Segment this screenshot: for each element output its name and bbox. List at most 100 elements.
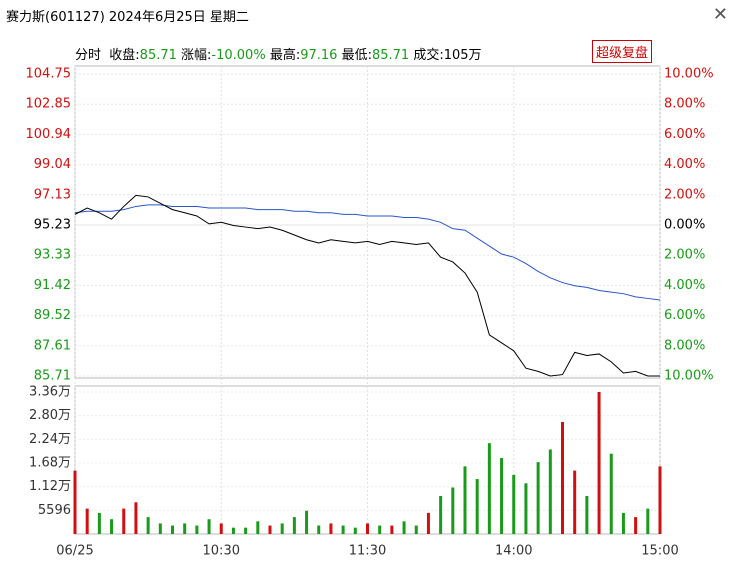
volume-bar xyxy=(597,392,601,534)
volume-bar xyxy=(353,527,357,534)
y-tick-label: 1.68万 xyxy=(29,456,71,471)
volume-bar xyxy=(366,523,369,534)
volume-bar xyxy=(134,502,138,534)
y-tick-label: 85.71 xyxy=(34,369,71,384)
volume-bar xyxy=(256,521,260,534)
y-tick-label: 102.85 xyxy=(26,97,72,112)
y2-tick-label: 2.00% xyxy=(664,187,705,202)
price-frame xyxy=(74,65,661,379)
info-bar: 分时 收盘:85.71 涨幅:-10.00% 最高:97.16 最低:85.71… xyxy=(75,44,482,63)
volume-bar xyxy=(585,495,589,534)
y-tick-label: 91.42 xyxy=(34,278,71,293)
volume-bar xyxy=(97,512,101,534)
volume-bar xyxy=(609,453,613,534)
volume-bar xyxy=(548,449,552,534)
x-tick-label: 14:00 xyxy=(495,544,532,559)
y2-tick-label: 6.00% xyxy=(664,127,705,142)
y-tick-label: 95.23 xyxy=(34,218,71,233)
volume-bar xyxy=(475,479,479,534)
y-tick-label: 93.33 xyxy=(34,248,71,263)
volume-bar xyxy=(280,523,284,534)
volume-bar xyxy=(573,470,577,534)
volume-bar xyxy=(658,466,662,534)
volume-bar xyxy=(244,527,248,534)
info-label: 成交: xyxy=(413,48,444,63)
y2-tick-label: 2.00% xyxy=(664,248,705,263)
volume-bar xyxy=(390,525,394,534)
volume-bar xyxy=(219,523,223,534)
x-tick-label: 10:30 xyxy=(203,544,240,559)
volume-bar xyxy=(305,510,309,534)
volume-bar xyxy=(463,466,467,534)
volume-bar xyxy=(317,525,321,534)
y2-tick-label: 4.00% xyxy=(664,157,705,172)
info-value: 85.71 xyxy=(371,48,410,63)
window-title: 赛力斯(601127) 2024年6月25日 星期二 xyxy=(6,10,249,25)
volume-bar xyxy=(207,519,211,534)
replay-button[interactable]: 超级复盘 xyxy=(592,40,653,63)
volume-bar xyxy=(487,443,491,534)
y-tick-label: 5596 xyxy=(38,503,71,518)
x-tick-label: 11:30 xyxy=(349,544,386,559)
y-tick-label: 99.04 xyxy=(34,157,71,172)
y-tick-label: 100.94 xyxy=(26,127,72,142)
volume-bar xyxy=(439,495,443,534)
y-tick-label: 1.12万 xyxy=(29,479,71,494)
volume-bar xyxy=(621,512,625,534)
x-tick-label: 15:00 xyxy=(641,544,678,559)
mode[interactable]: 分时 xyxy=(75,48,102,63)
y2-tick-label: 4.00% xyxy=(664,278,705,293)
volume-bar xyxy=(183,523,187,534)
volume-bar xyxy=(73,470,77,534)
volume-bar xyxy=(524,483,528,534)
volume-bar xyxy=(414,525,418,534)
y2-tick-label: 8.00% xyxy=(664,338,705,353)
volume-bar xyxy=(122,508,126,534)
volume-bar xyxy=(85,508,89,534)
volume-bar xyxy=(195,525,199,534)
y-tick-label: 3.36万 xyxy=(29,385,71,400)
y-tick-label: 89.52 xyxy=(34,308,71,323)
volume-bar xyxy=(329,523,333,534)
y-tick-label: 104.75 xyxy=(26,67,72,82)
volume-bar xyxy=(341,525,345,534)
y-tick-label: 87.61 xyxy=(34,338,71,353)
info-value: -10.00% xyxy=(211,48,266,63)
volume-bar xyxy=(426,512,430,534)
volume-bar xyxy=(231,527,235,534)
volume-bar xyxy=(451,487,455,534)
y-tick-label: 2.80万 xyxy=(29,408,71,423)
volume-bar xyxy=(512,474,516,534)
y2-tick-label: 6.00% xyxy=(664,308,705,323)
y2-tick-label: 8.00% xyxy=(664,97,705,112)
y2-tick-label: 0.00% xyxy=(664,218,705,233)
volume-bar xyxy=(634,517,638,534)
x-tick-label: 06/25 xyxy=(56,544,93,559)
volume-bar xyxy=(292,517,296,534)
volume-bar xyxy=(536,462,540,534)
volume-bar xyxy=(561,422,564,534)
volume-bar xyxy=(268,525,272,534)
info-label: 收盘: xyxy=(109,48,140,63)
volume-bar xyxy=(171,525,174,534)
volume-bar xyxy=(158,523,162,534)
info-value: 105万 xyxy=(443,48,482,63)
info-value: 85.71 xyxy=(139,48,177,63)
info-value: 97.16 xyxy=(300,48,338,63)
info-label: 涨幅: xyxy=(181,48,212,63)
close-button[interactable]: ✕ xyxy=(712,4,728,25)
info-label: 最低: xyxy=(341,48,372,63)
volume-bar xyxy=(402,521,406,534)
y2-tick-label: 10.00% xyxy=(664,67,714,82)
price-line xyxy=(74,194,660,377)
volume-bar xyxy=(146,517,150,534)
volume-frame xyxy=(74,385,661,535)
volume-bar xyxy=(500,457,504,534)
volume-bar xyxy=(646,508,650,534)
price-line xyxy=(74,204,661,301)
volume-bar xyxy=(378,525,382,534)
y-tick-label: 2.24万 xyxy=(29,432,71,447)
y-tick-label: 97.13 xyxy=(34,187,71,202)
